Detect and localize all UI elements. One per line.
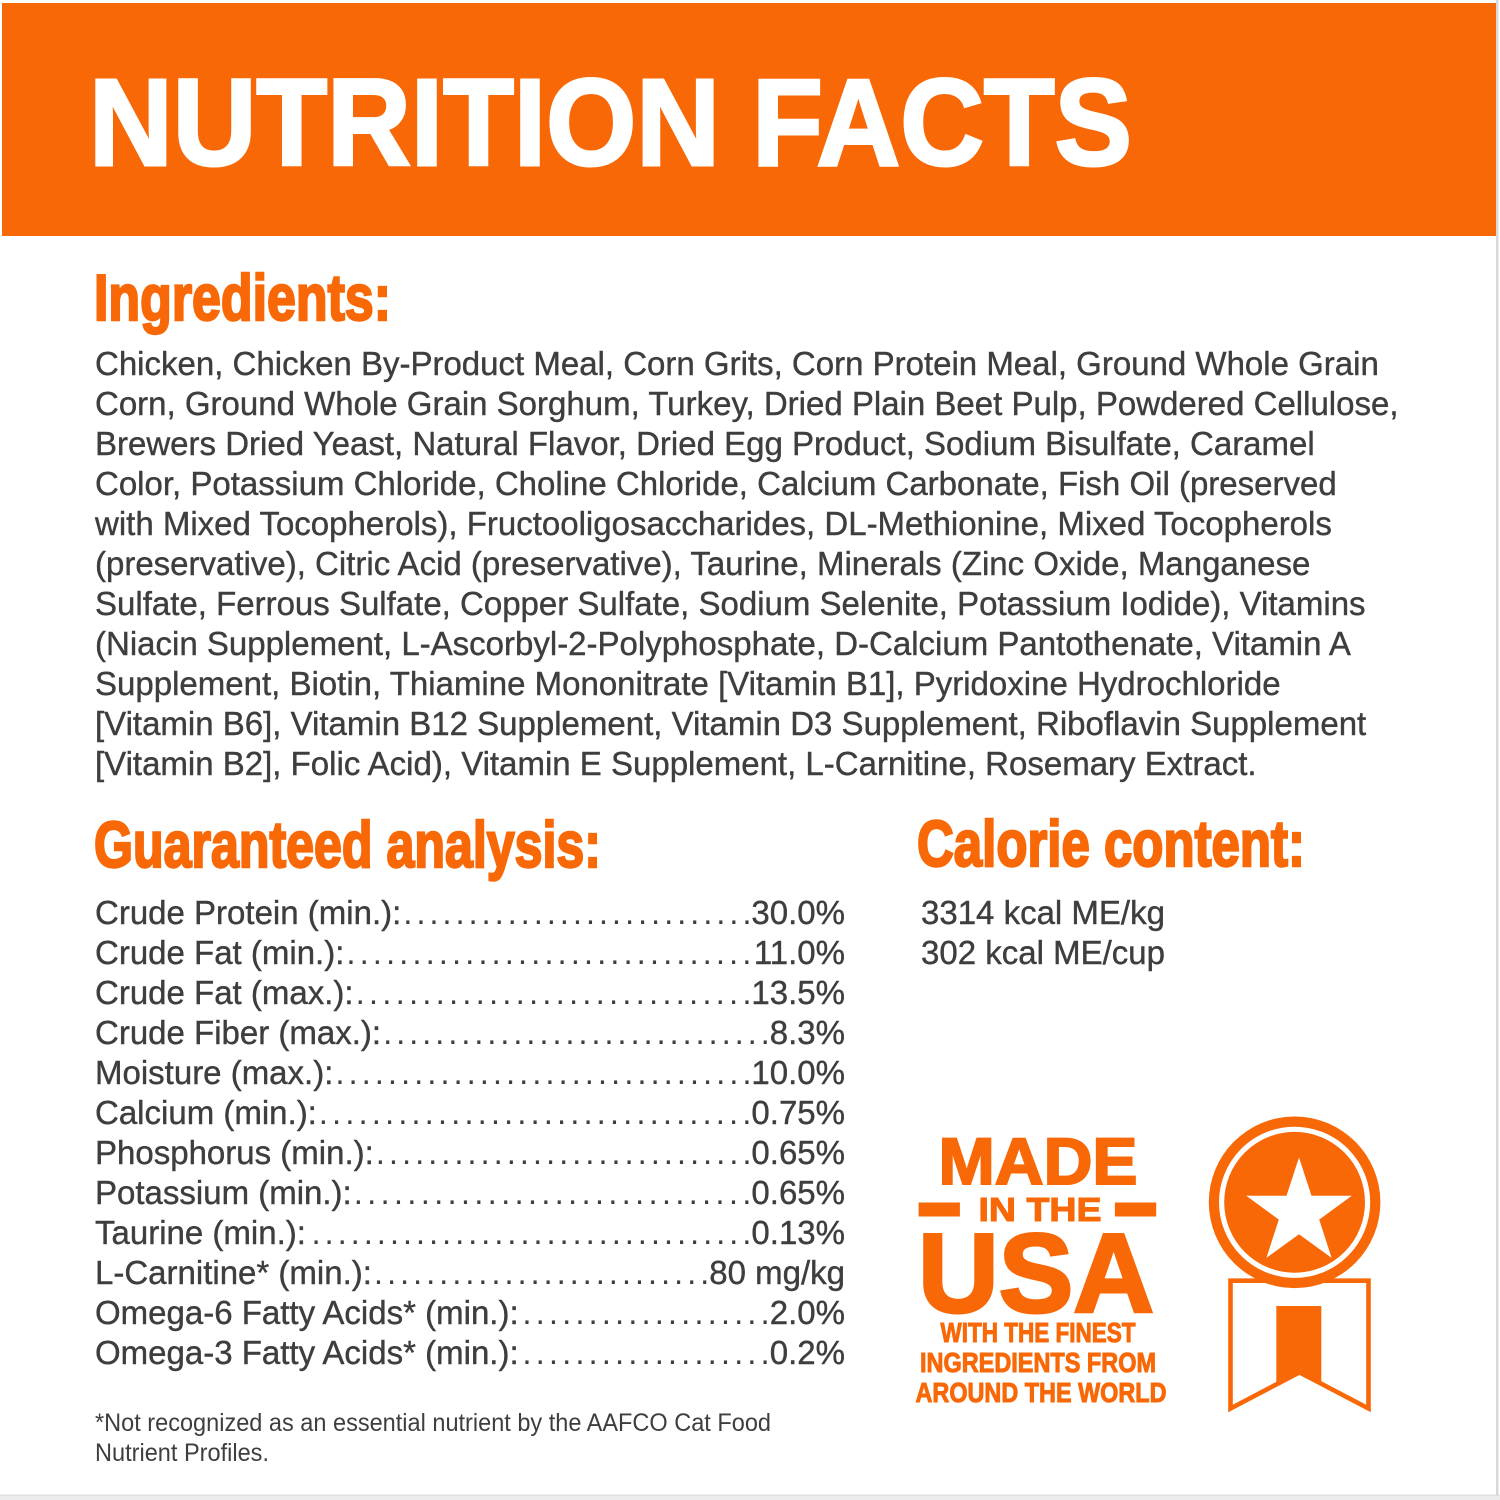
svg-text:USA: USA (918, 1211, 1154, 1336)
svg-text:Color, Potassium Chloride, Cho: Color, Potassium Chloride, Choline Chlor… (95, 465, 1337, 502)
svg-text:Omega-3 Fatty Acids* (min.):: Omega-3 Fatty Acids* (min.): (95, 1334, 519, 1371)
svg-text:...................: ................... (522, 1334, 769, 1371)
svg-text:Crude Fat (max.):: Crude Fat (max.): (95, 974, 354, 1011)
svg-text:Corn, Ground Whole Grain Sorgh: Corn, Ground Whole Grain Sorghum, Turkey… (95, 385, 1399, 422)
svg-text:Phosphorus (min.):: Phosphorus (min.): (95, 1134, 374, 1171)
svg-text:302 kcal ME/cup: 302 kcal ME/cup (921, 934, 1165, 971)
svg-text:Crude Fat (min.):: Crude Fat (min.): (95, 934, 344, 971)
svg-text:30.0%: 30.0% (751, 894, 845, 931)
svg-text:13.5%: 13.5% (751, 974, 845, 1011)
svg-text:Chicken, Chicken By-Product Me: Chicken, Chicken By-Product Meal, Corn G… (95, 345, 1379, 382)
svg-text:11.0%: 11.0% (754, 934, 845, 971)
svg-text:INGREDIENTS FROM: INGREDIENTS FROM (920, 1347, 1156, 1378)
svg-text:Crude Protein (min.):: Crude Protein (min.): (95, 894, 401, 931)
svg-text:0.65%: 0.65% (751, 1134, 845, 1171)
svg-text:8.3%: 8.3% (770, 1014, 845, 1051)
svg-text:L-Carnitine* (min.):: L-Carnitine* (min.): (95, 1254, 372, 1291)
svg-text:.............................: ............................. (376, 1134, 752, 1171)
svg-text:Taurine (min.):: Taurine (min.): (95, 1214, 306, 1251)
svg-text:0.75%: 0.75% (751, 1094, 845, 1131)
svg-text:10.0%: 10.0% (751, 1054, 845, 1091)
svg-text:Moisture (max.):: Moisture (max.): (95, 1054, 333, 1091)
svg-text:Sulfate, Ferrous Sulfate, Copp: Sulfate, Ferrous Sulfate, Copper Sulfate… (95, 585, 1366, 622)
svg-text:0.13%: 0.13% (751, 1214, 845, 1251)
svg-text:(preservative), Citric Acid (p: (preservative), Citric Acid (preservativ… (95, 545, 1310, 582)
svg-text:Omega-6 Fatty Acids* (min.):: Omega-6 Fatty Acids* (min.): (95, 1294, 519, 1331)
svg-text:3314 kcal ME/kg: 3314 kcal ME/kg (921, 894, 1165, 931)
svg-text:..............................: ............................... (346, 934, 751, 971)
svg-text:WITH THE FINEST: WITH THE FINEST (941, 1317, 1136, 1348)
svg-text:with Mixed Tocopherols), Fruct: with Mixed Tocopherols), Fructooligosacc… (94, 505, 1332, 542)
svg-text:Crude Fiber (max.):: Crude Fiber (max.): (95, 1014, 381, 1051)
svg-text:...................: ................... (522, 1294, 769, 1331)
svg-text:Supplement, Biotin, Thiamine M: Supplement, Biotin, Thiamine Mononitrate… (95, 665, 1281, 702)
svg-text:*Not recognized as an essentia: *Not recognized as an essential nutrient… (95, 1409, 771, 1437)
svg-text:AROUND THE WORLD: AROUND THE WORLD (916, 1377, 1167, 1408)
svg-text:80 mg/kg: 80 mg/kg (709, 1254, 845, 1291)
svg-text:(Niacin Supplement, L-Ascorbyl: (Niacin Supplement, L-Ascorbyl-2-Polypho… (95, 625, 1351, 662)
svg-text:IN THE: IN THE (979, 1191, 1102, 1228)
svg-text:[Vitamin B2], Folic Acid), Vit: [Vitamin B2], Folic Acid), Vitamin E Sup… (95, 745, 1257, 782)
svg-text:Potassium (min.):: Potassium (min.): (95, 1174, 352, 1211)
svg-text:Brewers Dried Yeast, Natural F: Brewers Dried Yeast, Natural Flavor, Dri… (95, 425, 1315, 462)
svg-text:0.65%: 0.65% (751, 1174, 845, 1211)
svg-text:..............................: ................................. (319, 1094, 752, 1131)
svg-text:MADE: MADE (939, 1124, 1138, 1198)
svg-text:Nutrient Profiles.: Nutrient Profiles. (95, 1439, 269, 1467)
svg-text:2.0%: 2.0% (770, 1294, 845, 1331)
svg-text:[Vitamin B6], Vitamin B12 Supp: [Vitamin B6], Vitamin B12 Supplement, Vi… (95, 705, 1366, 742)
svg-text:Calorie content:: Calorie content: (917, 807, 1305, 880)
svg-text:Calcium (min.):: Calcium (min.): (95, 1094, 317, 1131)
svg-text:Ingredients:: Ingredients: (94, 261, 391, 334)
svg-text:...........................: ........................... (403, 894, 751, 931)
svg-text:Guaranteed analysis:: Guaranteed analysis: (94, 808, 601, 881)
svg-text:NUTRITION FACTS: NUTRITION FACTS (89, 55, 1132, 192)
svg-text:0.2%: 0.2% (770, 1334, 845, 1371)
